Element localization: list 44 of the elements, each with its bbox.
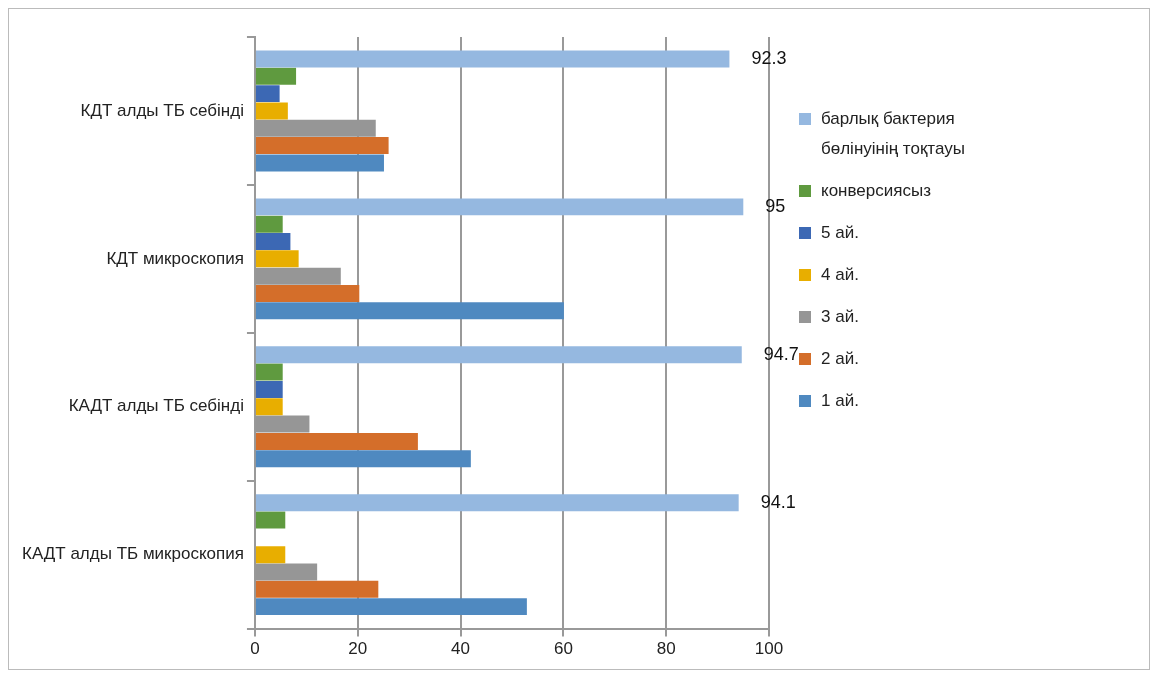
bar xyxy=(255,285,360,302)
x-tick-label: 60 xyxy=(553,639,573,659)
y-tick-label: КДТ микроскопия xyxy=(106,248,244,268)
x-tick-label: 0 xyxy=(250,639,260,659)
legend-label: конверсиясыз xyxy=(821,180,931,202)
legend-label: 3 ай. xyxy=(821,306,859,328)
bar xyxy=(255,346,742,364)
x-tick-label: 40 xyxy=(451,639,471,659)
bar xyxy=(255,450,471,468)
data-label: 95 xyxy=(765,195,786,216)
legend-label: 5 ай. xyxy=(821,222,859,244)
data-label: 92.3 xyxy=(751,47,787,68)
bar xyxy=(255,215,283,233)
bar xyxy=(255,511,286,529)
bar xyxy=(255,546,286,564)
x-tick-label: 80 xyxy=(656,639,676,659)
y-tick-label: КДТ алды ТБ себінді xyxy=(80,100,244,120)
bar xyxy=(255,363,283,381)
bar xyxy=(255,50,730,68)
bar xyxy=(255,233,291,251)
legend-label: барлық бактерия бөлінуінің тоқтауы xyxy=(821,108,966,160)
bar xyxy=(255,67,297,85)
legend-label: 4 ай. xyxy=(821,264,859,286)
bar xyxy=(255,494,739,512)
y-tick-label: КАДТ алды ТБ микроскопия xyxy=(21,544,244,564)
bar xyxy=(255,250,299,268)
y-tick-label: КАДТ алды ТБ себінді xyxy=(68,396,244,416)
bar xyxy=(255,302,564,320)
bar xyxy=(255,398,283,416)
data-label: 94.1 xyxy=(760,491,796,512)
bar xyxy=(255,198,744,216)
bar xyxy=(255,102,288,120)
x-tick-label: 100 xyxy=(754,639,784,659)
x-tick-label: 20 xyxy=(348,639,368,659)
data-label: 94.7 xyxy=(763,343,799,364)
legend-label: 2 ай. xyxy=(821,348,859,370)
bar xyxy=(255,432,418,450)
bar xyxy=(255,580,379,598)
bar xyxy=(255,85,280,103)
bar xyxy=(255,380,283,398)
legend-label: 1 ай. xyxy=(821,390,859,412)
bar xyxy=(255,154,384,172)
bar xyxy=(255,598,527,616)
bar xyxy=(255,137,389,155)
